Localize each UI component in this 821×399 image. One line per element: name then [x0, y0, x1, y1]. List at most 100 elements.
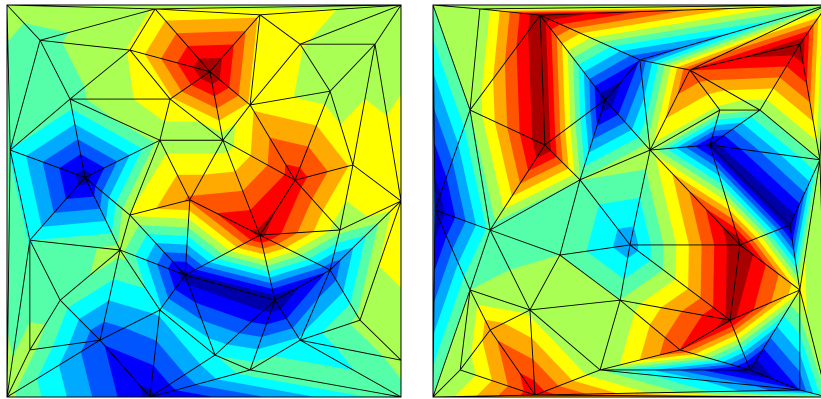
triangle-edge — [799, 44, 821, 160]
triangle-edge — [249, 300, 276, 371]
triangle-edge — [84, 177, 121, 251]
contour-band — [713, 244, 728, 318]
triangle-edge — [159, 140, 191, 201]
triangle-edge — [559, 179, 581, 256]
triangle-edge — [539, 14, 641, 61]
triangle-edge — [434, 109, 471, 211]
triangle-edge — [9, 149, 86, 178]
triangle-edge — [544, 144, 581, 181]
triangle-edge — [529, 299, 621, 311]
triangle-edge — [709, 144, 820, 161]
triangle-edge — [729, 319, 751, 371]
triangle-edge — [539, 14, 606, 101]
triangle-edge — [29, 299, 61, 351]
triangle-edge — [459, 329, 491, 371]
triangle-edge — [299, 339, 402, 398]
triangle-edge — [155, 4, 402, 10]
triangle-edge — [759, 109, 821, 161]
triangle-edge — [339, 164, 354, 231]
triangle-edge — [209, 71, 251, 106]
triangle-edge — [750, 369, 800, 391]
triangle-edge — [579, 179, 631, 246]
triangle-edge — [6, 4, 11, 151]
triangle-edge — [535, 389, 800, 396]
triangle-edge — [250, 369, 402, 398]
triangle-edge — [352, 164, 402, 202]
triangle-edge — [709, 109, 761, 146]
triangle-edge — [539, 15, 546, 145]
triangle-edge — [359, 319, 402, 361]
triangle-edge — [29, 177, 86, 241]
triangle-edge — [529, 254, 561, 311]
triangle-edge — [469, 109, 491, 231]
triangle-edge — [739, 244, 801, 291]
panel — [5, 4, 402, 398]
triangle-edge — [169, 71, 211, 100]
triangle-edge — [559, 244, 631, 256]
triangle-edge — [432, 369, 461, 398]
triangle-edge — [129, 49, 171, 100]
triangle-edge — [434, 209, 491, 231]
triangle-edge — [639, 59, 651, 151]
triangle-edge — [129, 49, 211, 73]
triangle-edge — [29, 239, 121, 251]
contour-band — [700, 244, 715, 309]
triangle-edge — [119, 214, 131, 251]
triangle-edge — [214, 299, 276, 356]
triangle-edge — [259, 4, 402, 16]
triangle-edge — [329, 229, 341, 271]
triangle-edge — [149, 369, 251, 398]
triangle-edge — [249, 43, 301, 106]
triangle-edge — [329, 269, 361, 321]
triangle-edge — [329, 43, 376, 92]
triangle-edge — [274, 269, 331, 301]
triangle-edge — [432, 289, 471, 398]
triangle-edge — [119, 249, 186, 276]
triangle-edge — [259, 14, 301, 45]
triangle-edge — [374, 4, 402, 45]
triangle-edge — [294, 164, 354, 181]
triangle-edge — [629, 149, 651, 245]
triangle-edge — [460, 369, 536, 396]
triangle-edge — [6, 349, 31, 398]
triangle-edge — [489, 229, 531, 311]
triangle-edge — [469, 289, 531, 311]
triangle-edge — [222, 140, 261, 236]
triangle-edge — [469, 14, 541, 111]
triangle-edge — [329, 200, 402, 271]
triangle-edge — [479, 8, 541, 16]
triangle-edge — [6, 150, 11, 398]
triangle-edge — [299, 319, 361, 341]
triangle-edge — [639, 59, 690, 71]
triangle-edge — [59, 249, 121, 301]
triangle-edge — [129, 199, 190, 216]
triangle-edge — [99, 339, 151, 398]
triangle-edge — [9, 149, 31, 241]
triangle-edge — [155, 8, 260, 16]
triangle-edge — [600, 369, 800, 391]
triangle-edge — [249, 339, 301, 371]
triangle-edge — [604, 59, 641, 101]
triangle-edge — [469, 229, 491, 291]
triangle-edge — [184, 274, 216, 356]
triangle-edge — [29, 239, 61, 301]
triangle-edge — [129, 140, 161, 216]
triangle-edge — [489, 309, 531, 331]
triangle-edge — [209, 71, 224, 141]
triangle-edge — [149, 309, 161, 398]
triangle-edge — [209, 14, 261, 72]
triangle-edge — [250, 90, 331, 106]
triangle-edge — [294, 91, 331, 181]
triangle-edge — [650, 144, 711, 151]
triangle-edge — [599, 349, 681, 371]
triangle-edge — [639, 6, 821, 61]
panel — [432, 4, 821, 398]
triangle-edge — [6, 339, 101, 398]
triangle-edge — [469, 109, 546, 146]
triangle-edge — [709, 144, 741, 246]
triangle-edge — [579, 99, 606, 180]
triangle-edge — [69, 98, 161, 141]
triangle-edge — [709, 109, 721, 146]
